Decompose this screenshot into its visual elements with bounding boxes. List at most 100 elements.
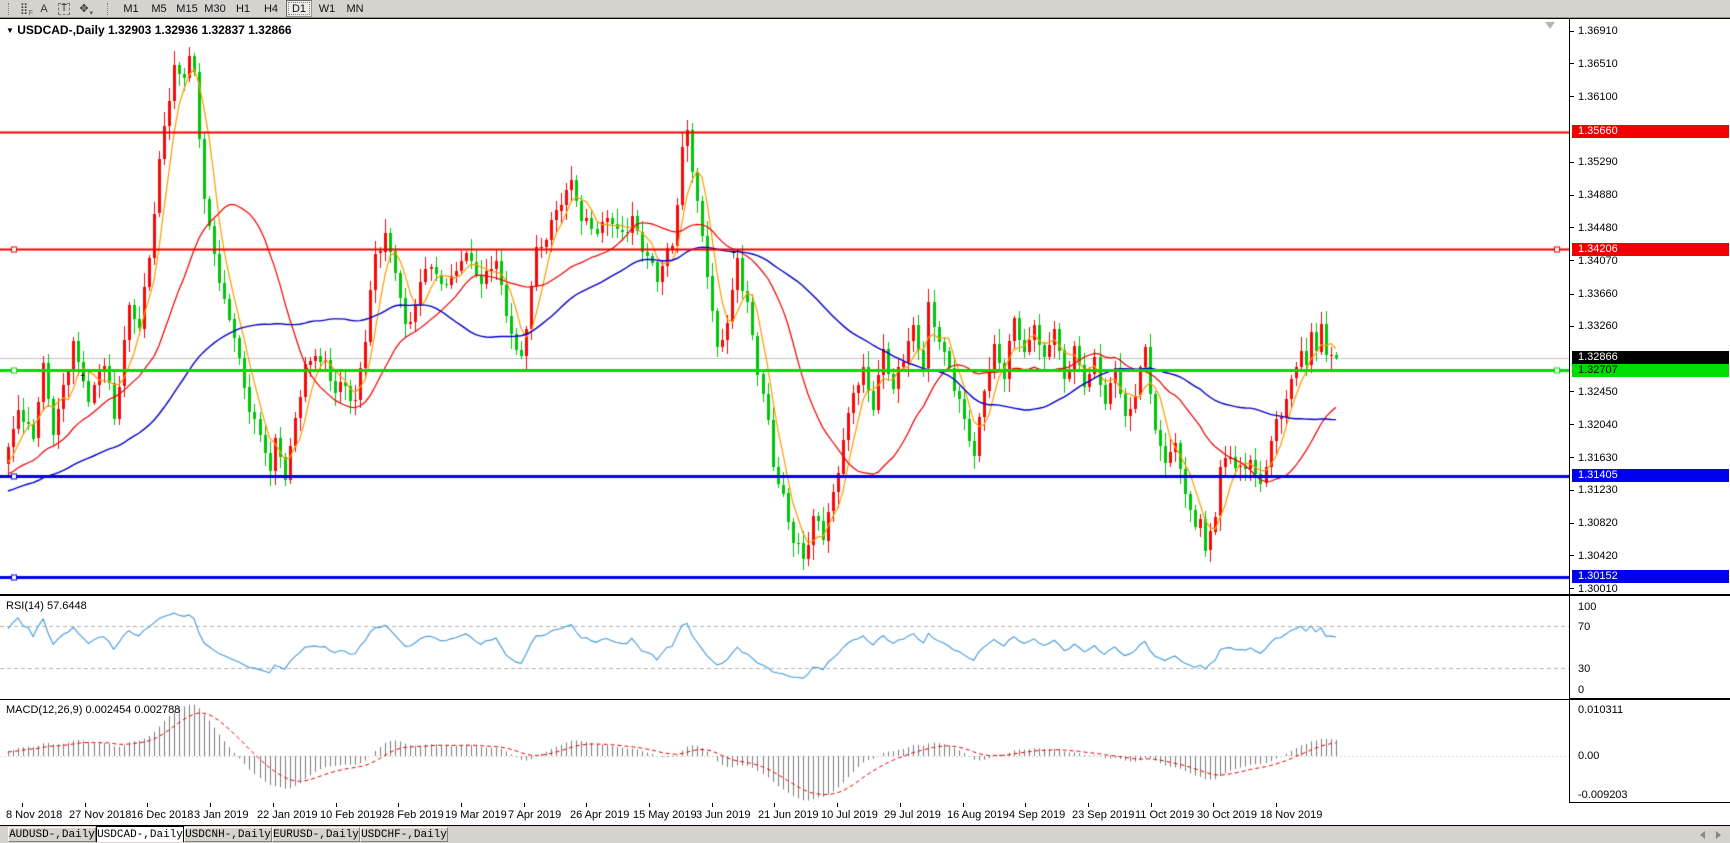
date-tick-label: 23 Sep 2019 (1072, 809, 1135, 821)
date-axis[interactable]: 8 Nov 2018 27 Nov 2018 16 Dec 2018 3 Jan 20… (0, 803, 1730, 826)
date-tick (336, 803, 337, 807)
date-tick (461, 803, 462, 807)
chart-tab-audusd[interactable]: AUDUSD-,Daily (8, 827, 96, 842)
date-tick-label: 15 May 2019 (633, 809, 697, 821)
date-tick-label: 21 Jun 2019 (758, 809, 819, 821)
rsi-label: RSI(14) 57.6448 (6, 600, 87, 612)
quote-close: 1.32866 (248, 23, 292, 37)
date-tick (210, 803, 211, 807)
timeframe-button-m1[interactable]: M1 (123, 2, 139, 15)
price-tick-label: 1.36100 (1578, 91, 1618, 103)
date-tick (1276, 803, 1277, 807)
date-tick (837, 803, 838, 807)
cursor-arrows-icon[interactable]: ✥ ▾ (79, 3, 93, 17)
price-tick (1570, 31, 1574, 32)
price-tick (1570, 162, 1574, 163)
date-tick (1213, 803, 1214, 807)
date-tick (649, 803, 650, 807)
timeframe-button-h1[interactable]: H1 (235, 2, 251, 15)
date-tick-label: 26 Apr 2019 (570, 809, 630, 821)
main-chart-canvas[interactable] (0, 20, 1569, 594)
price-tick (1570, 63, 1574, 64)
price-tick-label: 1.33660 (1578, 288, 1618, 300)
date-tick (900, 803, 901, 807)
price-tick-label: 1.36910 (1578, 25, 1618, 37)
rsi-level-label: 70 (1578, 621, 1591, 633)
macd-pane: MACD(12,26,9) 0.002454 0.002788 0.010311… (0, 699, 1730, 803)
price-tick-label: 1.35290 (1578, 156, 1618, 168)
price-line-label: 1.31405 (1572, 469, 1729, 482)
timeframe-button-mn[interactable]: MN (346, 2, 364, 15)
timeframe-button-m15[interactable]: M15 (176, 2, 198, 15)
tab-scroll-right-icon[interactable] (1716, 831, 1721, 839)
price-tick-label: 1.31230 (1578, 484, 1618, 496)
price-line-label: 1.32866 (1572, 351, 1729, 364)
rsi-pane: RSI(14) 57.6448 100 70 30 0 (0, 595, 1730, 699)
macd-axis[interactable]: 0.010311 0.00 -0.009203 (1569, 700, 1730, 802)
macd-axis-label: 0.00 (1578, 750, 1600, 762)
crosshair-mark: † (731, 250, 737, 261)
grid-dots-icon[interactable]: ⣿ F (19, 3, 33, 17)
chart-dropdown-icon[interactable]: ▼ (6, 26, 14, 35)
timeframe-button-m5[interactable]: M5 (151, 2, 167, 15)
crosshair-mark: † (80, 373, 86, 384)
chart-tab-usdcnh[interactable]: USDCNH-,Daily (184, 827, 272, 842)
price-tick (1570, 588, 1574, 589)
price-tick (1570, 391, 1574, 392)
price-tick (1570, 424, 1574, 425)
price-line-label: 1.35660 (1572, 125, 1729, 138)
date-tick (22, 803, 23, 807)
quote-low: 1.32837 (201, 23, 245, 37)
rsi-canvas[interactable] (0, 597, 1569, 699)
price-tick (1570, 326, 1574, 327)
toolbar-drag-handle[interactable] (102, 2, 108, 15)
price-line-label: 1.32707 (1572, 364, 1729, 377)
price-tick-label: 1.30820 (1578, 517, 1618, 529)
price-tick-label: 1.34070 (1578, 255, 1618, 267)
quote-high: 1.32936 (154, 23, 199, 37)
price-tick-label: 1.36510 (1578, 58, 1618, 70)
price-tick (1570, 294, 1574, 295)
date-tick-label: 29 Jul 2019 (884, 809, 941, 821)
tab-scroll-left-icon[interactable] (1700, 831, 1705, 839)
date-tick-label: 10 Jul 2019 (821, 809, 878, 821)
date-tick-label: 4 Sep 2019 (1009, 809, 1066, 821)
price-tick (1570, 96, 1574, 97)
rsi-level-label: 30 (1578, 663, 1591, 675)
price-axis[interactable]: 1.36910 1.36510 1.36100 1.35290 1.34880 1.344… (1569, 19, 1730, 595)
macd-axis-label: -0.009203 (1578, 789, 1628, 801)
price-tick (1570, 555, 1574, 556)
date-tick (774, 803, 775, 807)
date-tick (963, 803, 964, 807)
date-tick-label: 22 Jan 2019 (257, 809, 318, 821)
rsi-axis[interactable]: 100 70 30 0 (1569, 596, 1730, 698)
date-tick-label: 11 Oct 2019 (1135, 809, 1195, 821)
toolbar-drag-handle[interactable] (3, 2, 9, 15)
timeframe-button-h4[interactable]: H4 (263, 2, 279, 15)
rsi-level-label: 0 (1578, 684, 1585, 696)
date-tick-label: 16 Aug 2019 (947, 809, 1009, 821)
chart-tab-eurusd[interactable]: EURUSD-,Daily (272, 827, 360, 842)
date-tick-label: 30 Oct 2019 (1197, 809, 1257, 821)
text-box-icon[interactable]: T (54, 1, 74, 16)
quote-open: 1.32903 (107, 23, 152, 37)
letter-a-icon[interactable]: A (40, 2, 48, 15)
timeframe-button-d1[interactable]: D1 (286, 0, 312, 17)
price-tick (1570, 523, 1574, 524)
date-tick-label: 27 Nov 2018 (69, 809, 132, 821)
date-tick-label: 10 Feb 2019 (320, 809, 382, 821)
timeframe-button-m30[interactable]: M30 (204, 2, 226, 15)
date-tick-label: 19 Mar 2019 (445, 809, 507, 821)
chart-shift-marker-icon[interactable] (1545, 22, 1555, 29)
chart-tab-usdcad[interactable]: USDCAD-,Daily (96, 826, 184, 842)
date-tick-label: 3 Jun 2019 (696, 809, 751, 821)
date-tick-label: 18 Nov 2019 (1260, 809, 1323, 821)
timeframe-button-w1[interactable]: W1 (318, 2, 336, 15)
macd-canvas[interactable] (0, 701, 1569, 803)
price-tick (1570, 227, 1574, 228)
price-tick-label: 1.34880 (1578, 189, 1618, 201)
date-tick-label: 3 Jan 2019 (194, 809, 249, 821)
chart-title[interactable]: ▼ USDCAD-,Daily 1.32903 1.32936 1.32837 … (6, 23, 292, 37)
chart-tab-usdchf[interactable]: USDCHF-,Daily (360, 827, 448, 842)
